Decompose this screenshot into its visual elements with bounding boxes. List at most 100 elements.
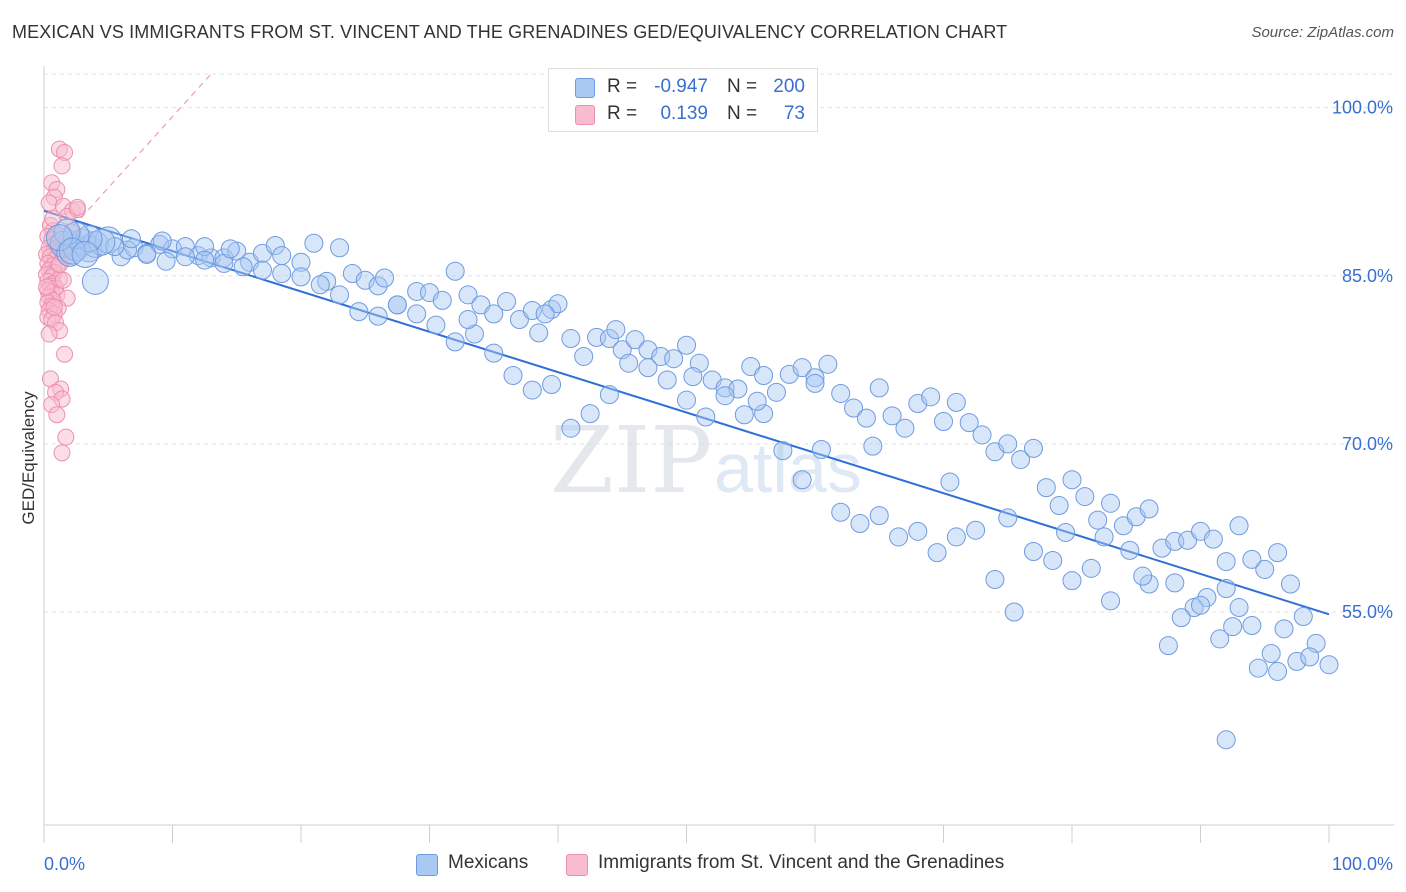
legend-n-value: 73 — [783, 103, 805, 124]
data-point-mexicans — [330, 238, 350, 258]
data-point-mexicans — [844, 398, 864, 418]
axes — [43, 66, 1394, 843]
data-point-mexicans — [940, 472, 960, 492]
data-point-mexicans — [927, 543, 947, 563]
data-point-mexicans — [1023, 542, 1043, 562]
data-point-mexicans — [522, 301, 542, 321]
data-point-mexicans — [696, 407, 716, 427]
legend-swatch-immigrants — [575, 105, 595, 125]
data-point-immigrants — [45, 298, 63, 316]
data-point-mexicans — [1293, 607, 1313, 627]
data-point-mexicans — [805, 368, 825, 388]
data-point-mexicans — [882, 406, 902, 426]
data-point-mexicans — [998, 508, 1018, 528]
data-point-mexicans — [1191, 595, 1210, 615]
data-point-mexicans — [966, 520, 986, 540]
data-point-mexicans — [1242, 549, 1262, 569]
legend-n-value: 200 — [773, 76, 805, 97]
data-point-mexicans — [387, 295, 407, 315]
legend-row-immigrants: R = 0.139 N = 73 — [549, 101, 817, 127]
data-point-mexicans — [606, 320, 626, 340]
data-point-mexicans — [1120, 540, 1140, 560]
data-point-mexicans — [1216, 578, 1236, 598]
data-point-mexicans — [1165, 573, 1185, 593]
legend-n-label: N = — [727, 103, 758, 124]
data-point-mexicans — [310, 275, 330, 295]
data-point-mexicans — [349, 302, 369, 322]
data-point-mexicans — [972, 425, 992, 445]
data-point-mexicans — [677, 390, 696, 410]
data-point-mexicans — [715, 386, 735, 406]
data-point-mexicans — [677, 335, 696, 355]
data-point-mexicans — [330, 285, 350, 305]
data-point-mexicans — [458, 285, 478, 305]
data-point-mexicans — [432, 290, 452, 310]
data-point-mexicans — [1101, 493, 1121, 513]
trend-line-immigrants — [43, 73, 212, 260]
data-point-mexicans — [1056, 522, 1076, 542]
data-point-mexicans — [850, 513, 870, 533]
data-point-mexicans — [150, 234, 170, 254]
data-point-mexicans — [766, 382, 786, 402]
data-point-mexicans — [1242, 615, 1262, 635]
data-point-mexicans — [497, 292, 517, 312]
y-tick-label: 70.0% — [1342, 434, 1393, 454]
data-point-mexicans — [747, 391, 767, 411]
data-point-mexicans — [522, 380, 542, 400]
data-point-mexicans — [1261, 644, 1281, 664]
data-point-mexicans — [811, 440, 831, 459]
y-tick-label: 100.0% — [1332, 98, 1393, 118]
correlation-legend: R = -0.947 N = 200 R = 0.139 N = 73 — [548, 68, 818, 132]
data-point-mexicans — [1223, 617, 1243, 637]
data-point-mexicans — [754, 404, 774, 424]
data-point-mexicans — [985, 570, 1005, 590]
data-point-mexicans — [657, 370, 677, 390]
data-point-immigrants — [48, 406, 66, 424]
data-point-mexicans — [921, 387, 941, 407]
data-point-mexicans — [869, 506, 889, 526]
data-point-mexicans — [71, 240, 99, 268]
data-point-mexicans — [1133, 566, 1153, 586]
data-point-mexicans — [561, 329, 581, 349]
data-point-immigrants — [56, 345, 74, 363]
data-point-mexicans — [1023, 438, 1043, 458]
series-immigrants-points — [38, 140, 86, 462]
data-point-mexicans — [265, 235, 285, 255]
data-point-mexicans — [1319, 655, 1339, 675]
data-point-mexicans — [1004, 602, 1024, 622]
y-tick-label: 55.0% — [1342, 602, 1393, 622]
data-point-mexicans — [484, 343, 504, 363]
data-point-mexicans — [580, 404, 600, 424]
data-point-mexicans — [1255, 559, 1275, 579]
tick-labels: 100.0% 85.0% 70.0% 55.0% 0.0% 100.0% — [44, 98, 1393, 874]
data-point-mexicans — [1171, 608, 1191, 628]
data-point-mexicans — [1081, 558, 1101, 578]
data-point-mexicans — [426, 315, 446, 335]
data-point-mexicans — [1229, 598, 1249, 618]
data-point-mexicans — [1216, 730, 1236, 750]
data-point-mexicans — [291, 267, 311, 287]
data-point-mexicans — [1229, 516, 1249, 536]
data-point-mexicans — [535, 304, 555, 324]
data-point-mexicans — [574, 346, 594, 366]
data-point-mexicans — [1043, 550, 1063, 570]
data-point-mexicans — [1280, 574, 1300, 594]
bottom-legend-swatch-mexicans — [416, 854, 438, 876]
data-point-mexicans — [683, 367, 703, 387]
series-mexicans-points — [45, 218, 1339, 750]
data-point-mexicans — [1062, 571, 1082, 591]
data-point-mexicans — [121, 229, 141, 249]
data-point-mexicans — [445, 261, 465, 281]
chart-title: MEXICAN VS IMMIGRANTS FROM ST. VINCENT A… — [12, 22, 1008, 42]
data-point-mexicans — [368, 276, 388, 296]
data-point-mexicans — [233, 257, 253, 277]
data-point-mexicans — [1197, 587, 1217, 607]
x-tick-label-max: 100.0% — [1332, 854, 1393, 874]
data-point-immigrants — [57, 428, 75, 446]
data-point-mexicans — [908, 521, 928, 541]
bottom-legend-label-immigrants: Immigrants from St. Vincent and the Gren… — [598, 852, 1005, 873]
data-point-mexicans — [1075, 487, 1095, 507]
data-point-mexicans — [1139, 574, 1159, 594]
data-point-mexicans — [368, 306, 388, 326]
data-point-immigrants — [53, 157, 71, 175]
